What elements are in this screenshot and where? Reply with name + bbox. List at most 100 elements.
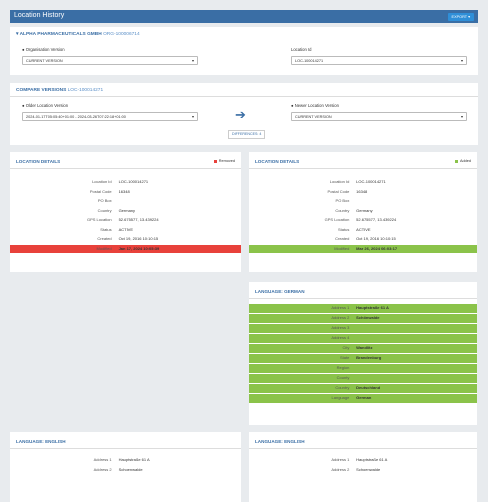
- value: CURRENT VERSION: [295, 115, 332, 119]
- row-label: Postal Code: [327, 188, 350, 194]
- org-toggle[interactable]: ▾ ALPHA PHARMACEUTICALS GMBH ORG-1000067…: [16, 32, 140, 37]
- row-value: Hauptstraße 61 A: [118, 457, 150, 462]
- row-value: ACTIVE: [356, 226, 371, 232]
- detail-row: Language German: [249, 394, 477, 403]
- row-value: ACTIVE: [118, 226, 134, 232]
- detail-row: Region: [249, 364, 477, 373]
- panel: LANGUAGE: ENGLISH Address 1 Hauptstraße 61…: [249, 432, 477, 502]
- row-label: Address 3: [331, 325, 350, 330]
- row-label: Location Id: [329, 179, 350, 184]
- divider: [10, 448, 241, 449]
- detail-row: GPS Location 52.675577, 13.439224: [10, 216, 241, 225]
- panel-title: LANGUAGE: GERMAN: [255, 289, 305, 294]
- row-label: Address 2: [331, 315, 350, 320]
- row-label: Address 1: [331, 305, 350, 310]
- detail-row: Address 3: [249, 324, 477, 333]
- detail-row: Address 2 Schoenwalde: [249, 466, 477, 475]
- detail-row: Postal Code 16348: [10, 188, 241, 197]
- detail-row: Address 1 Hauptstraße 61 A: [249, 456, 477, 465]
- value: 2024-01-17T05:05:40+01:00 - 2024-03-26T0…: [26, 115, 126, 119]
- row-value: 16348: [118, 188, 130, 194]
- legend-swatch: [213, 159, 217, 163]
- panel: LOCATION DETAILS Added Location Id LOC-1000…: [249, 152, 477, 272]
- label: Newer Location Version: [294, 103, 339, 108]
- detail-row: Address 2 Schoenwalde: [10, 466, 241, 475]
- row-value: German: [356, 395, 372, 400]
- row-value: LOC-100014271: [356, 179, 386, 184]
- row-label: Address 1: [331, 457, 350, 462]
- row-value: Wandlitz: [356, 345, 373, 350]
- row-value: Schoenwalde: [356, 467, 381, 472]
- compare-location: LOC-100014271: [67, 88, 104, 93]
- row-label: GPS Location: [324, 217, 350, 222]
- row-value: 52.675577, 13.439224: [118, 217, 159, 222]
- detail-row: Address 1 Hauptstraße 61 A: [249, 304, 477, 313]
- divider: [249, 448, 477, 449]
- detail-row: Status ACTIVE: [10, 226, 241, 235]
- detail-row: Modified Mar 26, 2024 06:03:17: [249, 244, 477, 253]
- row-label: Created: [335, 236, 350, 241]
- row-label: Language: [331, 395, 350, 400]
- legend: Added: [455, 159, 471, 163]
- compare-title: COMPARE VERSIONS LOC-100014271: [16, 88, 103, 93]
- organisation-card: ▾ ALPHA PHARMACEUTICALS GMBH ORG-1000067…: [10, 27, 478, 75]
- row-value: Germany: [118, 207, 136, 213]
- org-id: ORG-100006714: [103, 32, 140, 37]
- divider: [10, 96, 478, 97]
- row-label: Country: [335, 207, 350, 213]
- row-label: Country: [97, 207, 112, 213]
- label: Organisation Version: [25, 47, 65, 52]
- row-label: Modified: [334, 245, 350, 251]
- row-label: Address 4: [331, 335, 350, 340]
- value: LOC-100014271: [295, 59, 324, 63]
- legend: Removed: [213, 159, 235, 163]
- detail-row: Location Id LOC-100014271: [10, 178, 241, 187]
- detail-row: County: [249, 374, 477, 383]
- value: CURRENT VERSION: [26, 59, 63, 63]
- compare-card: COMPARE VERSIONS LOC-100014271 ● Older L…: [10, 83, 478, 145]
- row-value: Hauptstraße 61 A: [356, 305, 389, 310]
- label: Older Location Version: [25, 103, 69, 108]
- row-value: Mar 26, 2024 06:03:17: [356, 245, 398, 251]
- row-value: Jan 17, 2024 10:05:39: [118, 245, 160, 251]
- row-label: Address 2: [93, 467, 112, 472]
- panel-title: LOCATION DETAILS: [16, 159, 61, 164]
- detail-row: Status ACTIVE: [249, 226, 477, 235]
- org-version-select[interactable]: CURRENT VERSION: [22, 56, 198, 65]
- location-id-select[interactable]: LOC-100014271: [291, 56, 467, 65]
- differences-button[interactable]: DIFFERENCES: 4: [228, 130, 266, 139]
- org-version-label: ● Organisation Version: [22, 47, 65, 52]
- page-title: Location History: [14, 12, 65, 19]
- row-label: Modified: [96, 245, 112, 251]
- divider: [10, 168, 241, 169]
- row-value: Oct 19, 2016 10:10:15: [356, 236, 396, 241]
- divider: [249, 298, 477, 299]
- row-label: Postal Code: [89, 188, 112, 194]
- row-label: PO Box: [335, 198, 350, 203]
- row-value: Hauptstraße 61 A: [356, 457, 388, 462]
- legend-label: Removed: [218, 159, 235, 163]
- legend-label: Added: [460, 159, 471, 163]
- detail-row: State Brandenburg: [249, 354, 477, 363]
- divider: [249, 168, 477, 169]
- detail-row: Country Deutschland: [249, 384, 477, 393]
- export-button[interactable]: EXPORT ▾: [447, 12, 474, 21]
- panel: LANGUAGE: GERMAN Address 1 Hauptstraße 61 …: [249, 282, 477, 425]
- detail-row: PO Box: [249, 197, 477, 206]
- row-label: State: [339, 355, 350, 360]
- detail-row: Created Oct 19, 2016 10:10:15: [249, 235, 477, 244]
- location-id-label: Location Id: [291, 47, 312, 52]
- older-label: ● Older Location Version: [22, 103, 69, 108]
- title: COMPARE VERSIONS: [16, 88, 67, 93]
- newer-label: ● Newer Location Version: [291, 103, 339, 108]
- detail-row: Address 2 Schönwalde: [249, 314, 477, 323]
- detail-row: Country Germany: [249, 207, 477, 216]
- detail-row: Location Id LOC-100014271: [249, 178, 477, 187]
- header-bar: Location History EXPORT ▾: [10, 10, 478, 23]
- newer-select[interactable]: CURRENT VERSION: [291, 112, 467, 121]
- row-value: Oct 19, 2016 10:10:15: [118, 236, 159, 241]
- older-select[interactable]: 2024-01-17T05:05:40+01:00 - 2024-03-26T0…: [22, 112, 198, 121]
- row-value: 52.675577, 13.439224: [356, 217, 397, 222]
- detail-row: Created Oct 19, 2016 10:10:15: [10, 235, 241, 244]
